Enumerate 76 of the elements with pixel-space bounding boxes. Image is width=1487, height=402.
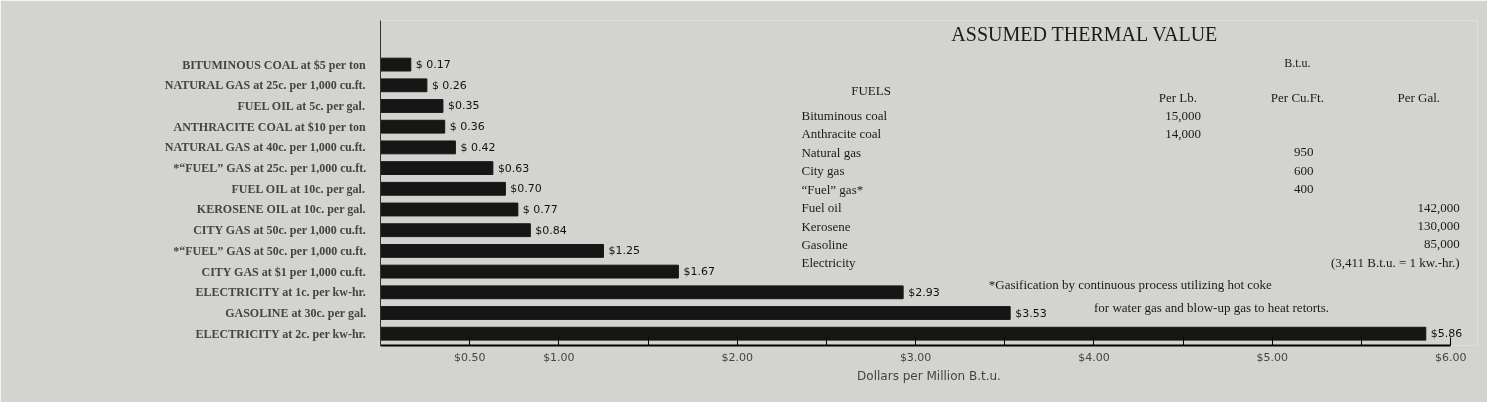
bar: [380, 57, 412, 72]
annotation: Gasoline: [801, 236, 848, 252]
annotation: Natural gas: [801, 144, 862, 160]
annotation: 600: [1293, 162, 1314, 178]
bar: [380, 243, 604, 258]
bar: [380, 161, 494, 176]
bar: [380, 140, 456, 155]
data-label: $ 0.17: [415, 58, 451, 72]
data-label: $1.25: [608, 244, 640, 258]
annotation: *Gasification by continuous process utilizing hot coke: [988, 276, 1273, 292]
y-tick-label: GASOLINE at 30c. per gal.: [225, 306, 367, 320]
annotation: 15,000: [1165, 107, 1202, 123]
bar: [380, 285, 904, 300]
data-label: $0.35: [447, 99, 480, 113]
bar: [380, 326, 1427, 341]
data-label: $2.93: [908, 285, 940, 299]
data-label: $3.53: [1015, 306, 1047, 320]
annotation: 950: [1293, 144, 1314, 160]
x-tick-label: $2.00: [721, 350, 753, 364]
bar: [380, 202, 519, 217]
data-label: $ 0.36: [449, 120, 485, 134]
x-axis-title: Dollars per Million B.t.u.: [857, 368, 1001, 383]
data-label: $ 0.42: [460, 140, 496, 154]
annotation: FUELS: [851, 82, 891, 98]
data-label: $ 0.26: [431, 78, 467, 92]
annotation: City gas: [801, 163, 845, 179]
y-tick-label: CITY GAS at $1 per 1,000 cu.ft.: [201, 264, 366, 279]
annotation: “Fuel” gas*: [801, 181, 864, 197]
annotation: Per Cu.Ft.: [1270, 90, 1324, 106]
annotation: Per Lb.: [1158, 90, 1197, 106]
data-label: $0.70: [510, 182, 542, 196]
text: ASSUMED THERMAL VALUE: [951, 22, 1218, 45]
y-tick-label: FUEL OIL at 10c. per gal.: [231, 181, 365, 196]
annotation: 400: [1293, 181, 1314, 197]
y-tick-label: *“FUEL” GAS at 25c. per 1,000 cu.ft.: [173, 161, 367, 176]
data-label: $5.86: [1430, 327, 1463, 341]
bar: [380, 264, 679, 279]
annotation: for water gas and blow-up gas to heat retorts.: [1094, 300, 1330, 316]
annotation: Electricity: [801, 255, 857, 271]
bar: [380, 99, 444, 113]
bar: [380, 306, 1011, 320]
annotation: 85,000: [1423, 236, 1460, 252]
y-tick-label: NATURAL GAS at 40c. per 1,000 cu.ft.: [164, 140, 366, 155]
bar: [380, 223, 531, 238]
x-tick-label: $3.00: [899, 350, 932, 364]
y-tick-label: *“FUEL” GAS at 50c. per 1,000 cu.ft.: [173, 243, 367, 258]
x-tick-label: $4.00: [1078, 350, 1110, 364]
data-label: $0.84: [535, 223, 567, 237]
annotation: (3,411 B.t.u. = 1 kw.-hr.): [1330, 255, 1460, 271]
annotation: Fuel oil: [801, 200, 842, 216]
data-label: $1.67: [683, 265, 715, 279]
annotation: Bituminous coal: [801, 108, 888, 124]
bar: [380, 78, 428, 93]
annotation: 130,000: [1417, 218, 1460, 234]
y-tick-label: BITUMINOUS COAL at $5 per ton: [182, 57, 366, 72]
y-tick-label: NATURAL GAS at 25c. per 1,000 cu.ft.: [164, 78, 366, 93]
bar: [380, 119, 446, 134]
y-tick-label: CITY GAS at 50c. per 1,000 cu.ft.: [193, 223, 366, 238]
annotation: B.t.u.: [1284, 55, 1311, 70]
bar: [380, 181, 506, 196]
annotation: Kerosene: [801, 218, 851, 234]
x-tick-label: $1.00: [543, 350, 575, 364]
annotation: 142,000: [1417, 199, 1460, 215]
data-label: $ 0.77: [522, 203, 558, 216]
y-tick-label: FUEL OIL at 5c. per gal.: [237, 98, 365, 113]
y-tick-label: KEROSENE OIL at 10c. per gal.: [196, 202, 366, 217]
y-tick-label: ELECTRICITY at 2c. per kw-hr.: [195, 326, 366, 341]
x-tick-label: $5.00: [1256, 350, 1289, 364]
x-tick-label: $6.00: [1435, 350, 1467, 364]
annotation: Per Gal.: [1397, 90, 1441, 106]
y-tick-label: ELECTRICITY at 1c. per kw-hr.: [195, 285, 366, 300]
y-tick-label: ANTHRACITE COAL at $10 per ton: [173, 119, 366, 134]
annotation: 14,000: [1165, 125, 1202, 141]
x-tick-label: $0.50: [453, 350, 486, 364]
annotation: Anthracite coal: [801, 126, 882, 142]
data-label: $0.63: [497, 161, 530, 175]
